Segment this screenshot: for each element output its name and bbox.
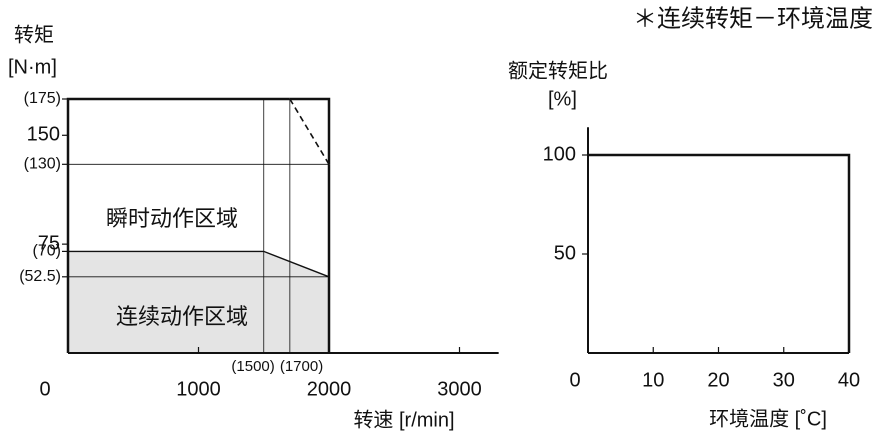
x-tick-label: 10 <box>642 369 664 391</box>
chart-title: ＊连续转矩－环境温度 <box>633 5 873 32</box>
x-tick-label: 0 <box>569 369 580 391</box>
region-label: 连续动作区域 <box>116 304 248 329</box>
y-tick-label: 50 <box>554 242 576 264</box>
x-tick-label: 20 <box>707 369 729 391</box>
x-tick-label: 1000 <box>176 378 221 400</box>
x-axis-label: 转速 [r/min] <box>353 408 454 431</box>
x-tick-label: 2000 <box>307 378 352 400</box>
y-minor-tick-label: (52.5) <box>19 268 61 285</box>
continuous-boundary <box>68 250 330 278</box>
x-tick-label: 0 <box>39 378 50 400</box>
y-axis-label: 额定转矩比 <box>508 59 608 82</box>
y-axis-unit: [N·m] <box>8 56 57 78</box>
x-minor-tick-label: (1500) <box>231 358 274 375</box>
y-axis-label: 转矩 <box>14 23 54 46</box>
x-tick-label: 30 <box>773 369 795 391</box>
x-tick-label: 3000 <box>437 378 482 400</box>
y-minor-tick-label: (130) <box>24 156 61 173</box>
y-axis-unit: [%] <box>548 88 577 110</box>
region-label: 瞬时动作区域 <box>106 206 238 231</box>
y-minor-tick-label: (70) <box>33 243 61 260</box>
y-tick-label: 75 <box>38 232 60 254</box>
y-tick-label: 100 <box>543 143 576 165</box>
x-tick-label: 40 <box>838 369 860 391</box>
x-axis-label: 环境温度 [˚C] <box>709 407 827 430</box>
y-tick-label: 150 <box>27 124 60 146</box>
instant-boundary <box>66 97 290 353</box>
x-minor-tick-label: (1700) <box>280 358 323 375</box>
frame-corner <box>289 97 331 165</box>
y-minor-tick-label: (175) <box>24 90 61 107</box>
instant-limit-dashed <box>289 98 330 165</box>
line <box>588 153 851 353</box>
